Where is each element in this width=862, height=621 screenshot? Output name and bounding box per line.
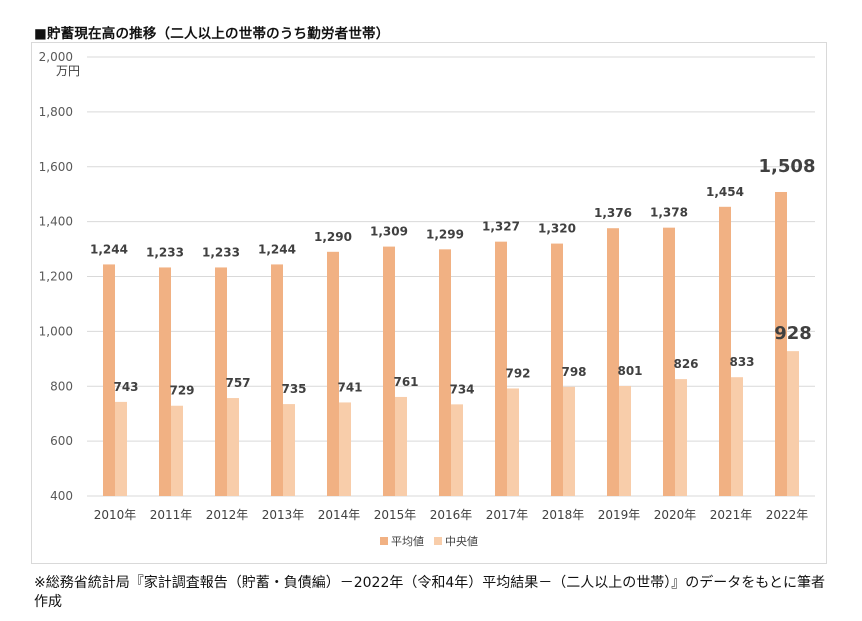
bar-mean	[215, 267, 227, 496]
bar-median	[283, 404, 295, 496]
data-label-median: 734	[449, 382, 474, 396]
data-label-median: 798	[561, 365, 586, 379]
y-tick-label: 1,000	[39, 324, 73, 338]
x-tick-label: 2021年	[710, 508, 753, 522]
y-tick-label: 1,600	[39, 160, 73, 174]
data-label-median: 757	[225, 376, 250, 390]
data-label-median: 729	[169, 384, 194, 398]
bar-mean	[495, 241, 507, 496]
bar-median	[563, 386, 575, 496]
bar-median	[115, 401, 127, 496]
data-label-mean: 1,233	[146, 245, 184, 259]
bar-mean	[159, 267, 171, 496]
x-tick-label: 2018年	[542, 508, 585, 522]
x-tick-label: 2013年	[262, 508, 305, 522]
bar-mean	[103, 264, 115, 496]
data-label-median: 735	[281, 382, 306, 396]
data-label-mean: 1,320	[538, 222, 576, 236]
bar-median	[787, 351, 799, 496]
data-label-mean: 1,454	[706, 185, 744, 199]
x-tick-label: 2011年	[150, 508, 193, 522]
x-tick-label: 2015年	[374, 508, 417, 522]
chart-title: ■貯蓄現在高の推移（二人以上の世帯のうち勤労者世帯）	[34, 26, 390, 42]
bar-median	[507, 388, 519, 496]
y-tick-label: 2,000	[39, 50, 73, 64]
data-label-mean: 1,508	[759, 156, 816, 177]
bar-median	[451, 404, 463, 496]
bar-mean	[607, 228, 619, 496]
x-tick-label: 2017年	[486, 508, 529, 522]
data-label-median: 741	[337, 380, 362, 394]
data-label-mean: 1,327	[482, 220, 520, 234]
bar-mean	[719, 206, 731, 496]
y-tick-label: 1,800	[39, 105, 73, 119]
data-label-median: 801	[617, 364, 642, 378]
data-label-mean: 1,244	[90, 242, 128, 256]
bar-median	[171, 405, 183, 496]
y-axis-unit: 万円	[56, 64, 80, 78]
x-tick-label: 2010年	[94, 508, 137, 522]
legend-label-mean: 平均値	[391, 535, 424, 548]
bar-median	[619, 385, 631, 496]
bar-mean	[271, 264, 283, 496]
y-tick-label: 1,200	[39, 270, 73, 284]
x-tick-label: 2020年	[654, 508, 697, 522]
data-label-median: 761	[393, 375, 418, 389]
y-tick-label: 600	[50, 434, 73, 448]
y-tick-label: 1,400	[39, 215, 73, 229]
bar-mean	[327, 251, 339, 496]
legend-swatch-median	[434, 537, 442, 545]
y-tick-label: 400	[50, 489, 73, 503]
x-tick-label: 2014年	[318, 508, 361, 522]
x-tick-label: 2019年	[598, 508, 641, 522]
legend-swatch-mean	[380, 537, 388, 545]
bar-mean	[383, 246, 395, 496]
data-label-median: 826	[673, 357, 698, 371]
x-tick-label: 2022年	[766, 508, 809, 522]
bar-median	[675, 379, 687, 496]
bar-mean	[663, 227, 675, 496]
data-label-median: 792	[505, 366, 530, 380]
bar-median	[339, 402, 351, 496]
data-label-mean: 1,290	[314, 230, 352, 244]
data-label-mean: 1,299	[426, 227, 464, 241]
data-label-median: 833	[729, 355, 754, 369]
bar-median	[731, 377, 743, 496]
bar-median	[227, 398, 239, 496]
bar-mean	[551, 243, 563, 496]
data-label-mean: 1,309	[370, 225, 408, 239]
data-label-mean: 1,233	[202, 245, 240, 259]
data-label-median: 743	[113, 380, 138, 394]
bar-median	[395, 396, 407, 496]
y-tick-label: 800	[50, 379, 73, 393]
bar-mean	[775, 191, 787, 496]
data-label-mean: 1,244	[258, 242, 296, 256]
legend-label-median: 中央値	[445, 535, 478, 548]
data-label-median: 928	[774, 323, 812, 344]
data-label-mean: 1,376	[594, 206, 632, 220]
x-tick-label: 2016年	[430, 508, 473, 522]
bar-mean	[439, 249, 451, 496]
source-note: ※総務省統計局『家計調査報告（貯蓄・負債編）－2022年（令和4年）平均結果－（…	[34, 575, 825, 610]
x-tick-label: 2012年	[206, 508, 249, 522]
data-label-mean: 1,378	[650, 206, 688, 220]
